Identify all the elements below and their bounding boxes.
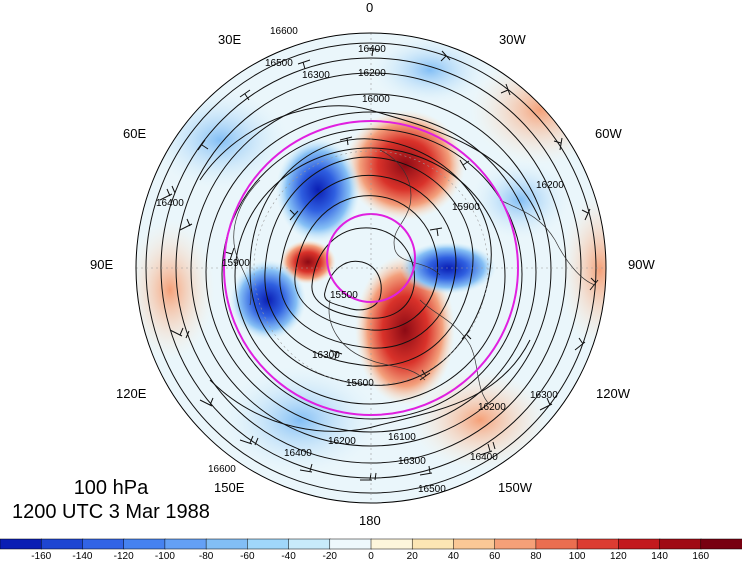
colorbar-swatch xyxy=(247,538,290,550)
longitude-label-60e: 60E xyxy=(123,126,147,141)
longitude-label-120e: 120E xyxy=(116,386,147,401)
anomaly-patch xyxy=(220,365,380,475)
contour-label: 16400 xyxy=(284,448,312,459)
title-time: 1200 UTC 3 Mar 1988 xyxy=(12,501,210,523)
colorbar-swatch xyxy=(370,538,413,550)
contour-label: 16300 xyxy=(398,456,426,467)
colorbar-tick-label: 140 xyxy=(651,551,668,562)
colorbar-swatch xyxy=(494,538,537,550)
wind-barbs xyxy=(159,47,599,481)
positive-anomaly-north xyxy=(345,110,465,220)
contour-label: 16200 xyxy=(478,402,506,413)
colorbar-tick-label: -40 xyxy=(281,551,296,562)
colorbar xyxy=(0,538,742,550)
contour-label: 15600 xyxy=(346,378,374,389)
colorbar-tick-label: -120 xyxy=(113,551,134,562)
contour-label: 16300 xyxy=(312,350,340,361)
colorbar-tick-label: 100 xyxy=(568,551,586,562)
map-boundary xyxy=(135,32,607,504)
contour-label: 16100 xyxy=(388,432,416,443)
colorbar-tick-label: 80 xyxy=(530,551,542,562)
colorbar-tick-label: 0 xyxy=(368,551,374,562)
colorbar-swatch xyxy=(618,538,661,550)
colorbar-tick-label: -160 xyxy=(31,551,52,562)
colorbar-swatch xyxy=(40,538,84,550)
colorbar-swatch xyxy=(164,538,207,550)
contour-label: 16200 xyxy=(328,436,356,447)
contour-label: 15500 xyxy=(330,290,358,301)
longitude-label-150e: 150E xyxy=(214,480,245,495)
colorbar-swatch xyxy=(205,538,249,550)
colorbar-tick-label: -20 xyxy=(322,551,337,562)
contour-label: 16600 xyxy=(270,26,298,37)
longitude-label-90w: 90W xyxy=(628,257,655,272)
contour-label: 16200 xyxy=(536,180,564,191)
colorbar-swatch xyxy=(0,538,42,550)
contour-label: 16500 xyxy=(418,484,446,495)
longitude-label-180: 180 xyxy=(359,513,381,528)
contour-label: 16400 xyxy=(470,452,498,463)
colorbar-tick-label: 60 xyxy=(489,551,501,562)
positive-anomaly-south xyxy=(355,255,455,405)
graticule xyxy=(136,33,606,503)
colorbar-tick-label: -80 xyxy=(198,551,214,562)
anomaly-patch xyxy=(470,55,606,165)
anomaly-patch xyxy=(370,35,490,105)
contour-label: 16400 xyxy=(156,198,184,209)
contour-label: 16400 xyxy=(358,44,386,55)
title-level: 100 hPa xyxy=(73,477,149,499)
colorbar-swatch xyxy=(453,538,496,550)
contour-label: 16200 xyxy=(358,68,386,79)
colorbar-tick-label: 120 xyxy=(609,551,627,562)
colorbar-swatch xyxy=(329,538,372,550)
anomaly-patch xyxy=(560,190,606,350)
colorbar-swatch xyxy=(411,538,455,550)
contour-label: 16300 xyxy=(530,390,558,401)
anomaly-patch xyxy=(136,220,215,360)
map-title: 100 hPa 1200 UTC 3 Mar 1988 xyxy=(12,476,210,524)
map-field xyxy=(136,33,606,503)
longitude-label-120w: 120W xyxy=(596,386,630,401)
contour-label: 15900 xyxy=(452,202,480,213)
negative-anomaly-east xyxy=(400,242,496,294)
colorbar-tick-label: -60 xyxy=(240,551,255,562)
longitude-label-150w: 150W xyxy=(498,480,532,495)
longitude-label-30w: 30W xyxy=(499,32,526,47)
colorbar-swatch xyxy=(288,538,331,550)
contour-label: 16600 xyxy=(208,464,236,475)
contour-label: 16300 xyxy=(302,70,330,81)
colorbar-swatch xyxy=(535,538,578,550)
longitude-label-30e: 30E xyxy=(218,32,242,47)
contour-label: 15900 xyxy=(222,258,250,269)
colorbar-swatch xyxy=(123,538,166,550)
colorbar-tick-label: 160 xyxy=(692,551,710,562)
colorbar-tick-label: 20 xyxy=(406,551,418,562)
colorbar-swatch xyxy=(576,538,620,550)
colorbar-swatch xyxy=(700,538,742,550)
longitude-label-60w: 60W xyxy=(595,126,622,141)
longitude-label-0: 0 xyxy=(366,0,374,15)
longitude-label-90e: 90E xyxy=(90,257,114,272)
colorbar-swatch xyxy=(82,538,125,550)
colorbar-tick-label: 40 xyxy=(447,551,459,562)
contour-label: 16500 xyxy=(265,58,293,69)
colorbar-swatch xyxy=(659,538,702,550)
colorbar-tick-label: -100 xyxy=(154,551,175,562)
colorbar-tick-label: -140 xyxy=(72,551,93,562)
contour-label: 16000 xyxy=(362,94,390,105)
